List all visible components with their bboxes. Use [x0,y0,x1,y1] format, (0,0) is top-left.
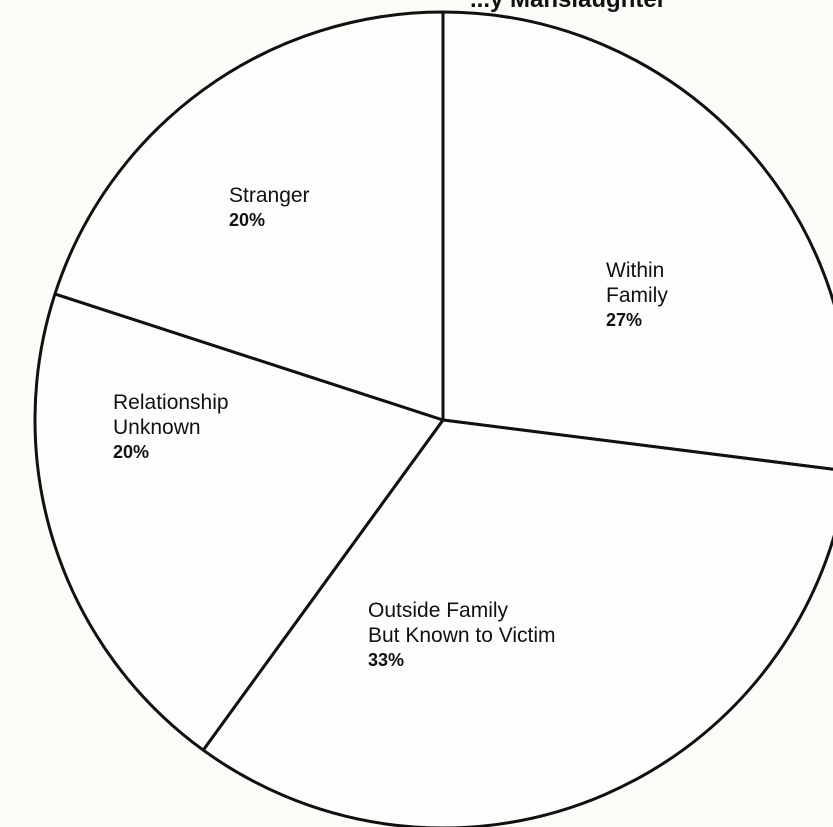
slice-percent: 33% [368,650,405,670]
slice-label-line: Outside Family [368,599,509,622]
slice-label-0: Within Family 27% [606,258,668,333]
slice-label-1: Outside Family But Known to Victim 33% [368,598,556,673]
slice-label-line: Stranger [229,184,310,207]
pie-slice-1 [201,418,833,827]
chart-title-fragment: ...y Manslaughter [470,0,666,14]
slice-label-line: Family [606,284,668,307]
pie-slice-0 [441,10,833,471]
slice-label-line: But Known to Victim [368,624,556,647]
slice-percent: 20% [229,210,266,230]
slice-percent: 27% [606,310,643,330]
slice-label-line: Within [606,259,665,282]
pie-slice-2 [33,292,445,752]
slice-label-line: Unknown [113,416,201,439]
slice-label-2: Relationship Unknown 20% [113,390,229,465]
pie-slice-3 [53,10,445,422]
slice-label-line: Relationship [113,391,229,414]
slice-percent: 20% [113,442,150,462]
slice-label-3: Stranger 20% [229,183,310,233]
